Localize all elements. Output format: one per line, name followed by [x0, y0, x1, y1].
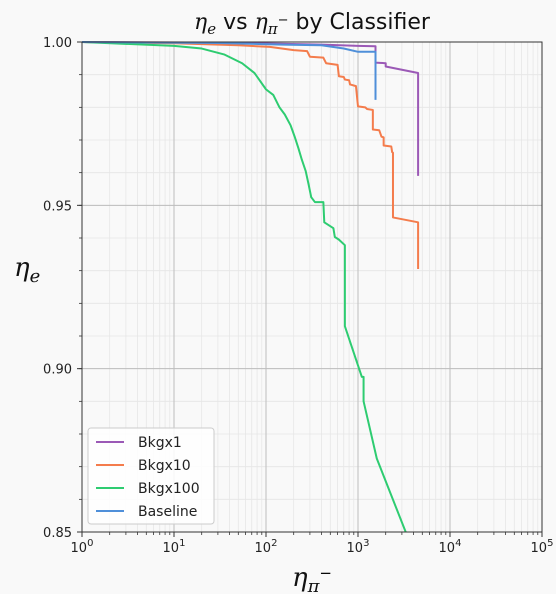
- legend-label: Bkgx1: [138, 435, 182, 451]
- plot-frame: [81, 41, 543, 533]
- title-suffix: by Classifier: [289, 10, 431, 35]
- x-tick-label: 101: [163, 538, 186, 556]
- y-tick-label: 0.85: [43, 526, 72, 541]
- x-tick-label: 102: [255, 538, 278, 556]
- minor-grid: [82, 41, 542, 533]
- x-tick-label: 104: [439, 538, 462, 556]
- y-tick-label: 0.95: [43, 199, 72, 214]
- x-axis-label-subscript: π: [307, 576, 321, 594]
- y-tick-label: 0.90: [43, 363, 72, 378]
- x-tick-label: 103: [347, 538, 370, 556]
- x-axis-label-superscript: −: [319, 564, 332, 582]
- series-layer: [81, 41, 420, 533]
- chart-title: ηe vs ηπ− by Classifier: [194, 10, 431, 38]
- y-axis-label-symbol: η: [14, 253, 30, 283]
- legend: Bkgx1 Bkgx10 Bkgx100 Baseline: [87, 427, 215, 525]
- title-y-symbol: η: [194, 10, 207, 35]
- y-tick-label: 1.00: [43, 36, 72, 51]
- title-x-subscript: π: [267, 20, 279, 38]
- y-axis-label: ηe: [14, 253, 40, 287]
- legend-label: Baseline: [138, 504, 197, 520]
- title-x-superscript: −: [278, 13, 289, 28]
- title-y-subscript: e: [207, 20, 216, 38]
- legend-label: Bkgx100: [138, 481, 200, 497]
- title-vs: vs: [216, 10, 254, 35]
- series-line-bkgx100: [81, 41, 407, 533]
- x-axis-label-symbol: η: [292, 563, 308, 593]
- title-x-symbol: η: [255, 10, 268, 35]
- x-tick-label: 100: [71, 538, 94, 556]
- series-line-baseline: [81, 41, 377, 100]
- legend-label: Bkgx10: [138, 458, 191, 474]
- series-line-bkgx10: [81, 41, 420, 270]
- axis-ticks: 100 101 102 103 104 105 0.85 0.90 0.95 1.00: [43, 36, 553, 556]
- x-tick-label: 105: [531, 538, 554, 556]
- y-axis-label-subscript: e: [30, 266, 41, 287]
- x-axis-label: ηπ−: [292, 563, 332, 594]
- legend-box: [87, 427, 215, 525]
